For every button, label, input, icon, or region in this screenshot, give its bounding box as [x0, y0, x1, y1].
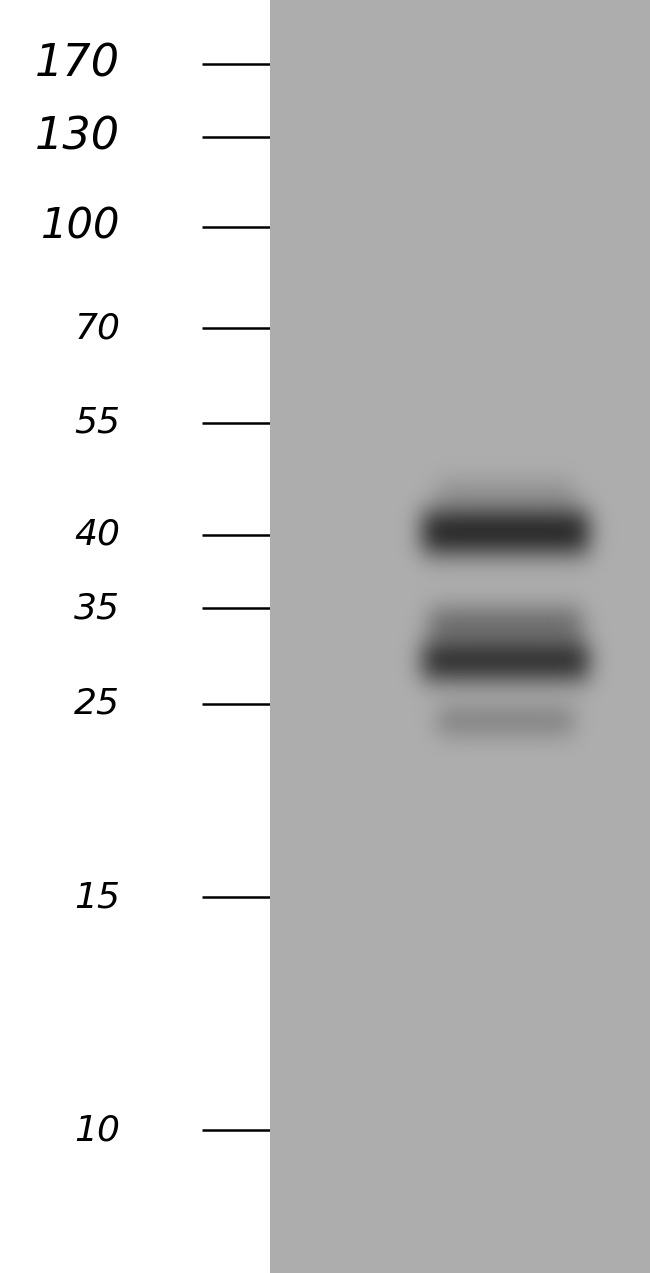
- Text: 40: 40: [74, 518, 120, 551]
- Text: 130: 130: [35, 116, 120, 159]
- Text: 70: 70: [74, 312, 120, 345]
- Text: 15: 15: [74, 881, 120, 914]
- Bar: [270, 0, 650, 1273]
- Text: 55: 55: [74, 406, 120, 439]
- Text: 25: 25: [74, 687, 120, 721]
- Text: 35: 35: [74, 592, 120, 625]
- Text: 10: 10: [74, 1114, 120, 1147]
- Text: 100: 100: [41, 206, 120, 247]
- Text: 170: 170: [35, 42, 120, 85]
